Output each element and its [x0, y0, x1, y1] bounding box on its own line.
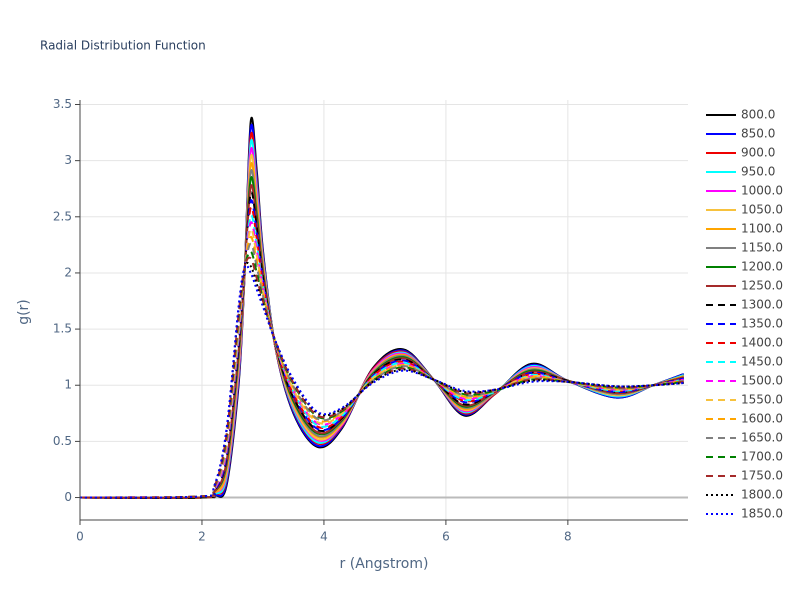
- legend-item[interactable]: 1650.0: [706, 431, 783, 445]
- legend-label: 1150.0: [741, 241, 783, 255]
- legend-label: 800.0: [741, 108, 775, 122]
- legend-item[interactable]: 1550.0: [706, 393, 783, 407]
- legend-label: 1650.0: [741, 431, 783, 445]
- y-tick-label: 0.5: [53, 434, 72, 448]
- legend-label: 1700.0: [741, 450, 783, 464]
- legend-item[interactable]: 1300.0: [706, 298, 783, 312]
- chart-title: Radial Distribution Function: [40, 39, 206, 53]
- y-tick-label: 3: [64, 153, 72, 167]
- legend-label: 900.0: [741, 146, 775, 160]
- legend: 800.0 850.0 900.0 950.0 1000.0 1050.0 1100.0 11…: [706, 108, 783, 521]
- legend-label: 1000.0: [741, 184, 783, 198]
- legend-item[interactable]: 1850.0: [706, 507, 783, 521]
- y-tick-label: 1: [64, 378, 72, 392]
- legend-item[interactable]: 1250.0: [706, 279, 783, 293]
- y-tick-label: 2: [64, 265, 72, 279]
- legend-label: 1600.0: [741, 412, 783, 426]
- legend-item[interactable]: 1000.0: [706, 184, 783, 198]
- series-line: [80, 256, 684, 499]
- legend-item[interactable]: 1050.0: [706, 203, 783, 217]
- legend-label: 950.0: [741, 165, 775, 179]
- legend-label: 1500.0: [741, 374, 783, 388]
- legend-item[interactable]: 1700.0: [706, 450, 783, 464]
- legend-item[interactable]: 950.0: [706, 165, 775, 179]
- plot-area: [80, 117, 685, 500]
- y-axis-title: g(r): [16, 299, 32, 325]
- y-tick-label: 3.5: [53, 97, 72, 111]
- x-axis-title: r (Angstrom): [340, 556, 429, 572]
- legend-item[interactable]: 1150.0: [706, 241, 783, 255]
- legend-item[interactable]: 900.0: [706, 146, 775, 160]
- legend-label: 1250.0: [741, 279, 783, 293]
- legend-item[interactable]: 1200.0: [706, 260, 783, 274]
- legend-label: 850.0: [741, 127, 775, 141]
- legend-label: 1750.0: [741, 469, 783, 483]
- legend-item[interactable]: 1600.0: [706, 412, 783, 426]
- x-tick-label: 8: [564, 530, 572, 544]
- legend-label: 1400.0: [741, 336, 783, 350]
- legend-label: 1800.0: [741, 488, 783, 502]
- legend-label: 1550.0: [741, 393, 783, 407]
- y-tick-label: 2.5: [53, 209, 72, 223]
- legend-item[interactable]: 1500.0: [706, 374, 783, 388]
- legend-label: 1050.0: [741, 203, 783, 217]
- y-tick-label: 0: [64, 490, 72, 504]
- legend-item[interactable]: 1350.0: [706, 317, 783, 331]
- legend-label: 1300.0: [741, 298, 783, 312]
- legend-item[interactable]: 1750.0: [706, 469, 783, 483]
- legend-item[interactable]: 800.0: [706, 108, 775, 122]
- y-tick-label: 1.5: [53, 322, 72, 336]
- legend-label: 1200.0: [741, 260, 783, 274]
- series-line: [80, 264, 684, 499]
- legend-label: 1100.0: [741, 222, 783, 236]
- legend-label: 1350.0: [741, 317, 783, 331]
- x-tick-label: 6: [442, 530, 450, 544]
- legend-item[interactable]: 1800.0: [706, 488, 783, 502]
- legend-item[interactable]: 1400.0: [706, 336, 783, 350]
- x-tick-label: 2: [198, 530, 206, 544]
- legend-label: 1850.0: [741, 507, 783, 521]
- legend-item[interactable]: 850.0: [706, 127, 775, 141]
- series-line: [80, 191, 684, 500]
- x-tick-label: 0: [76, 530, 84, 544]
- series-line: [80, 228, 684, 499]
- legend-label: 1450.0: [741, 355, 783, 369]
- x-tick-label: 4: [320, 530, 328, 544]
- legend-item[interactable]: 1100.0: [706, 222, 783, 236]
- legend-item[interactable]: 1450.0: [706, 355, 783, 369]
- axes: 0 2 4 6 8 0 0.5 1 1.5 2 2.5 3 3.5: [53, 97, 688, 544]
